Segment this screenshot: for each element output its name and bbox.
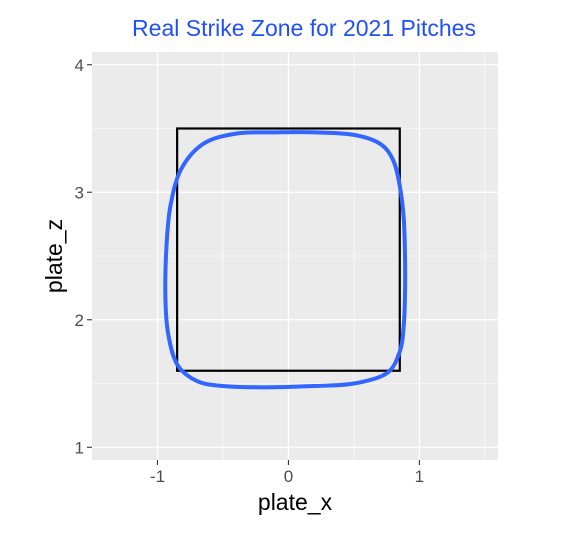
data-layer [163, 127, 408, 390]
y-tick-label: 1 [75, 438, 84, 457]
x-tick-label: 0 [284, 467, 293, 486]
chart-title: Real Strike Zone for 2021 Pitches [132, 15, 476, 41]
x-tick-label: 1 [415, 467, 424, 486]
y-tick-label: 2 [75, 311, 84, 330]
strike-zone-contour [163, 130, 408, 390]
rulebook-strike-zone-rect [176, 127, 401, 372]
y-tick-label: 3 [75, 183, 84, 202]
gridlines [92, 52, 498, 460]
y-tick-label: 4 [75, 56, 84, 75]
y-axis-title: plate_z [41, 219, 67, 293]
axis-ticks: -1 0 1 1 2 3 4 [75, 56, 425, 486]
x-tick-label: -1 [150, 467, 165, 486]
x-axis-title: plate_x [258, 489, 333, 515]
